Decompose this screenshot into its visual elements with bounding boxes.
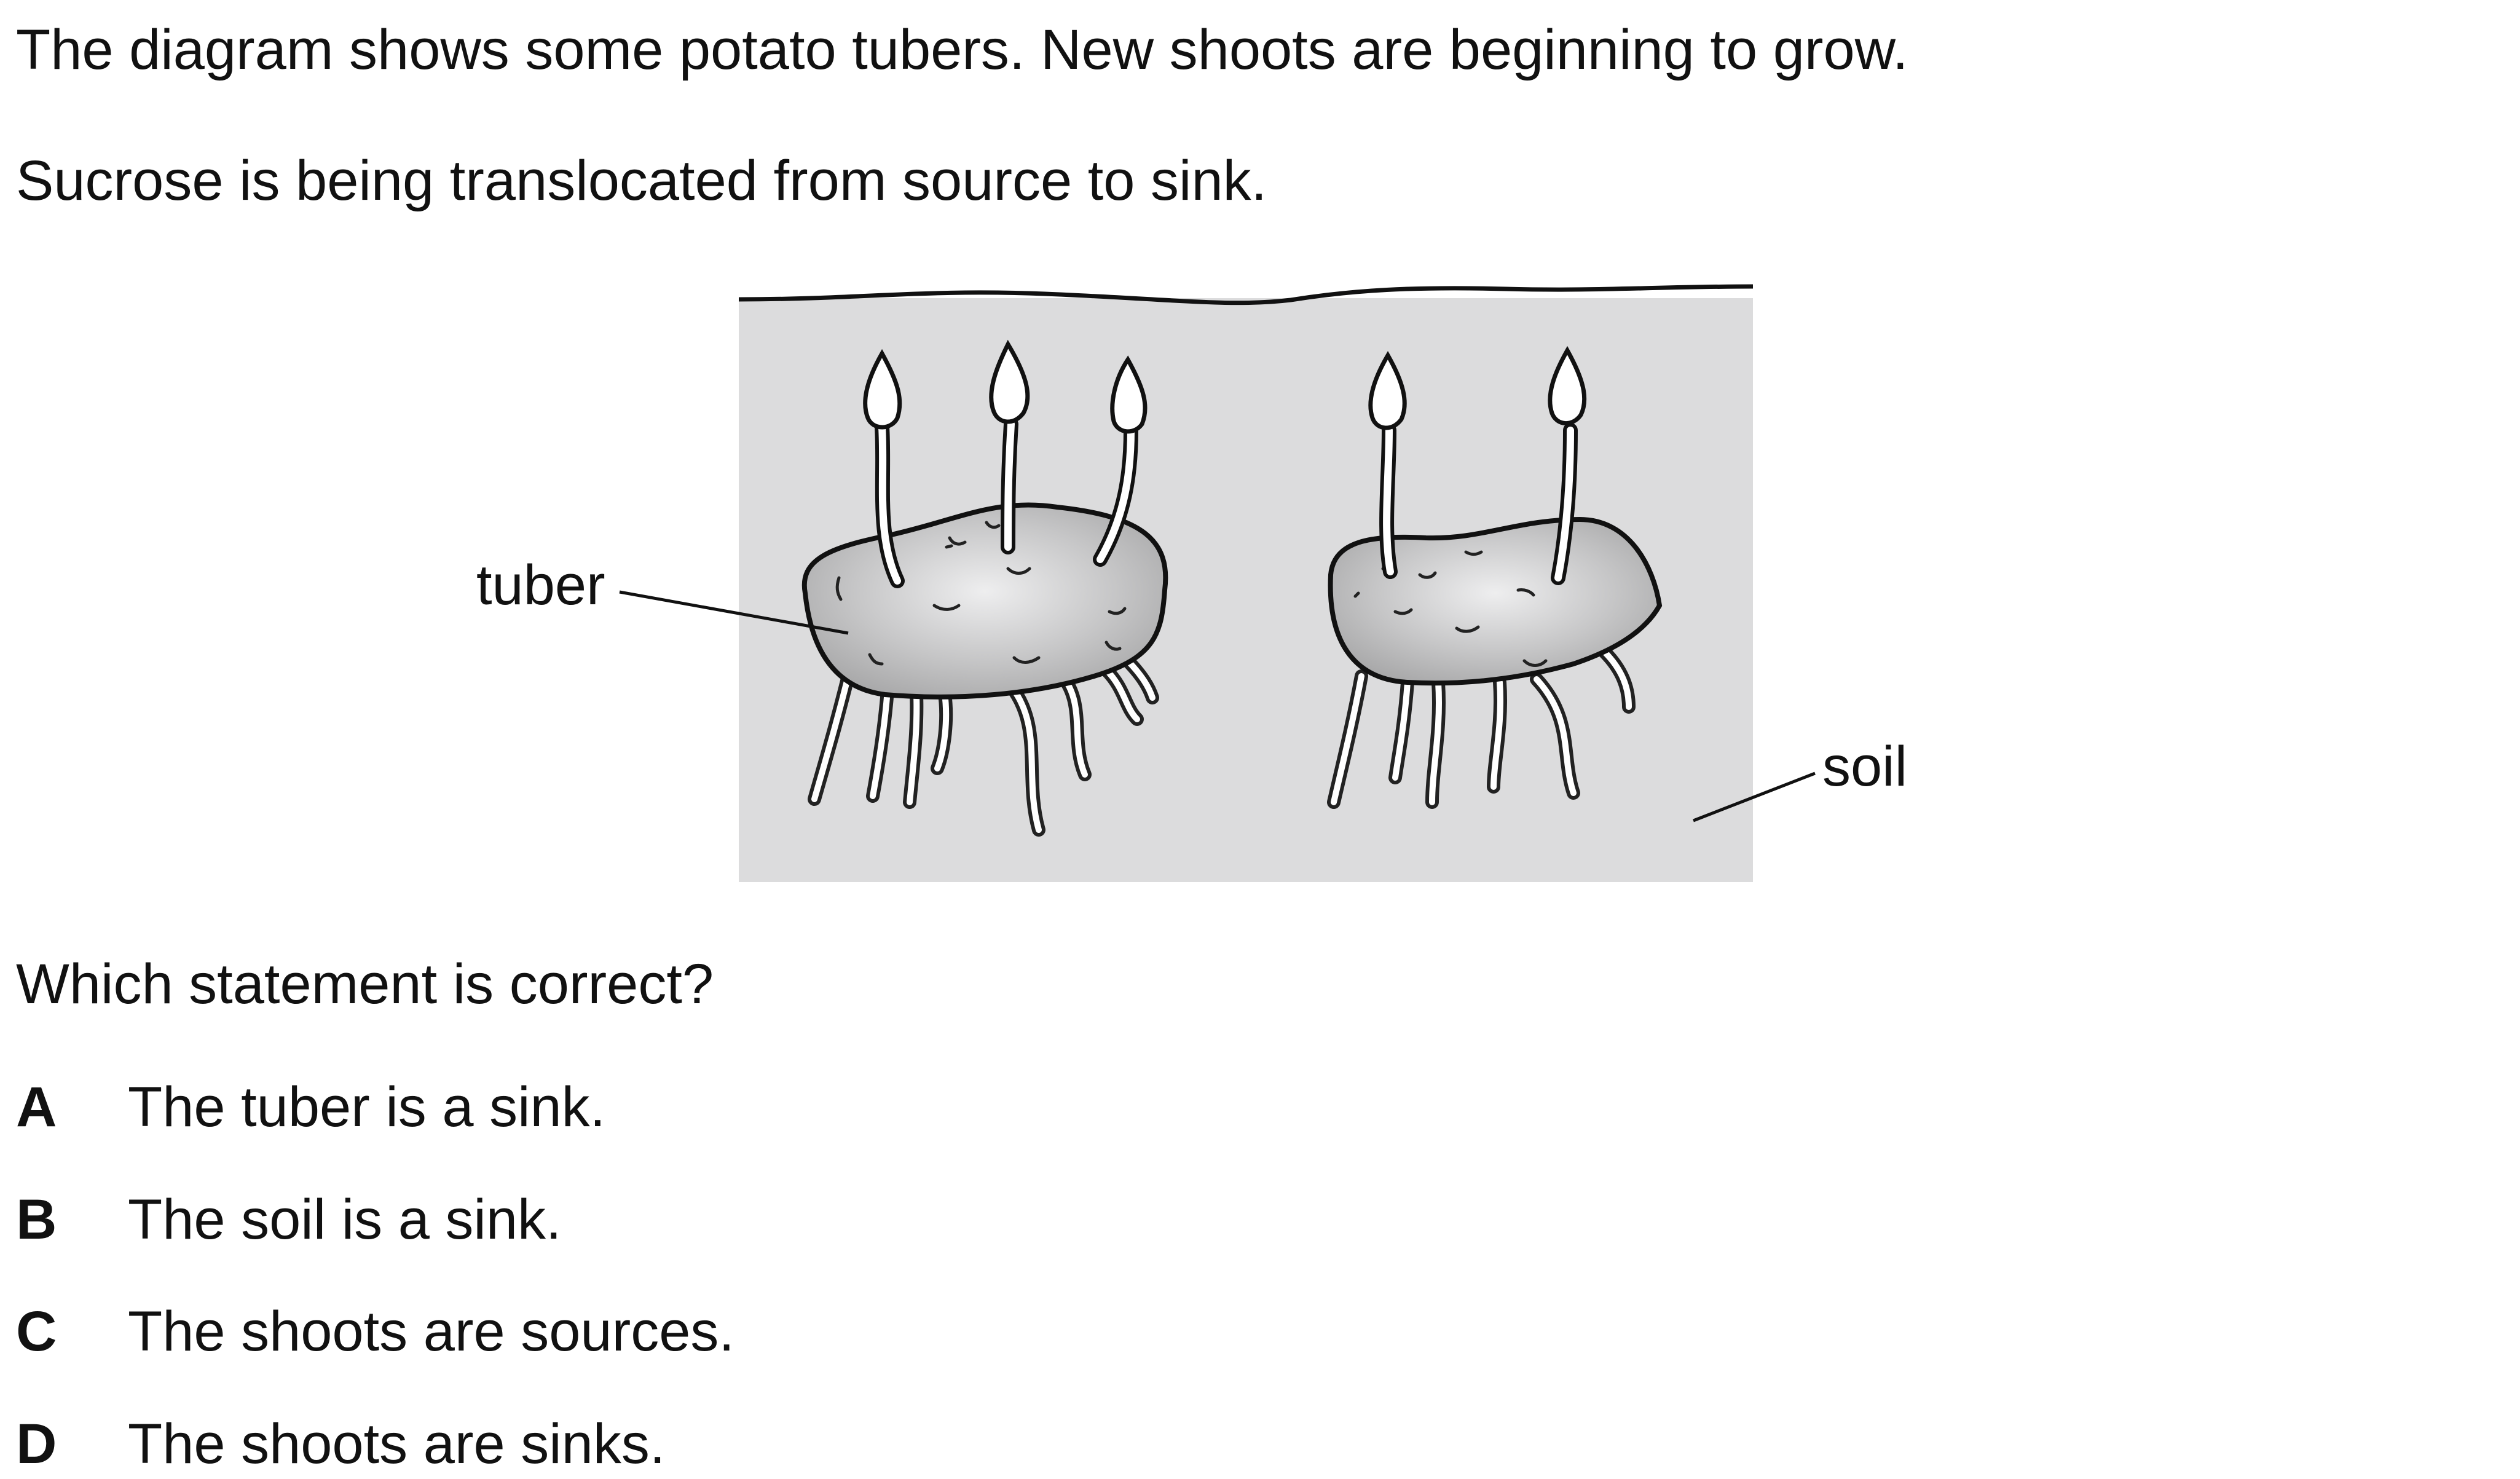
intro-line-2: Sucrose is being translocated from sourc… — [16, 149, 1267, 212]
label-tuber: tuber — [476, 554, 605, 617]
option-d-text: The shoots are sinks. — [128, 1413, 666, 1475]
option-b-letter: B — [16, 1188, 57, 1251]
potato-tuber-diagram: tuber soil — [476, 284, 1907, 882]
tuber-right — [1328, 516, 1663, 686]
tuber-left-eyes — [835, 521, 1127, 666]
label-soil: soil — [1822, 735, 1907, 798]
shoots-left — [863, 339, 1148, 588]
question-text: Which statement is correct? — [16, 953, 714, 1016]
option-d-letter: D — [16, 1413, 57, 1475]
option-c-text: The shoots are sources. — [128, 1300, 734, 1363]
tuber-leader-line — [619, 590, 849, 635]
option-c-letter: C — [16, 1300, 57, 1363]
intro-line-1: The diagram shows some potato tubers. Ne… — [16, 18, 1908, 81]
option-b-text: The soil is a sink. — [128, 1188, 562, 1251]
option-a-letter: A — [16, 1076, 57, 1138]
shoots-right — [1368, 345, 1587, 585]
soil-surface-line — [738, 284, 1754, 306]
option-a-text: The tuber is a sink. — [128, 1076, 606, 1138]
soil-leader-line — [1693, 771, 1816, 822]
